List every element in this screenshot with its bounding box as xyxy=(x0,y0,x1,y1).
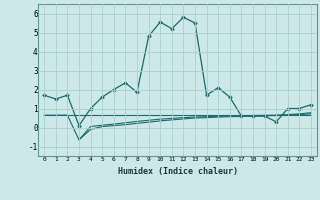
X-axis label: Humidex (Indice chaleur): Humidex (Indice chaleur) xyxy=(118,167,238,176)
